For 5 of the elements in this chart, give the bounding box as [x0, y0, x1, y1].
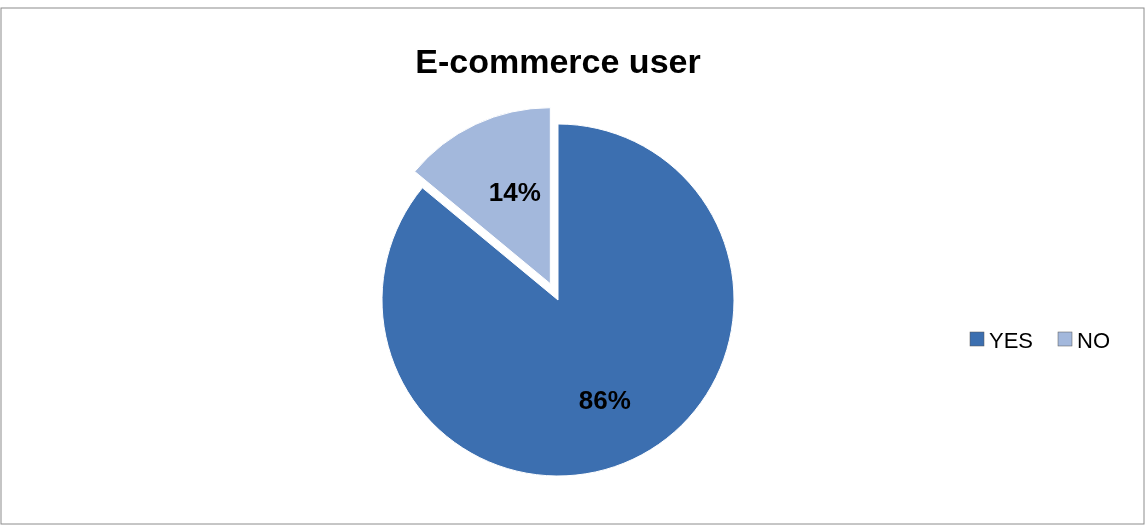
- legend-label: YES: [989, 327, 1034, 353]
- chart-title: E-commerce user: [415, 42, 701, 80]
- data-label: 86%: [578, 384, 631, 415]
- legend-label: NO: [1077, 327, 1110, 353]
- data-label: 14%: [488, 177, 541, 208]
